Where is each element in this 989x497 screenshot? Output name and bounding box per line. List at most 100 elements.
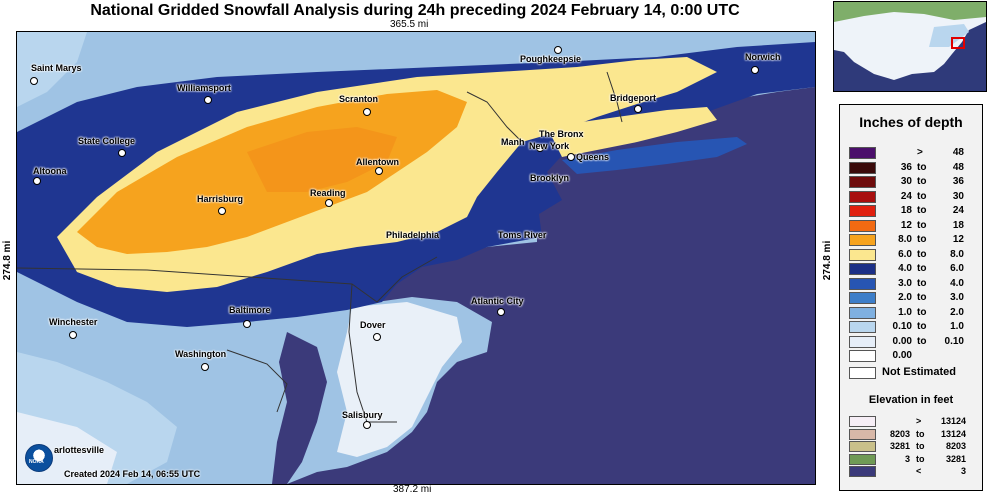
city-label-altoona: Altoona <box>33 166 67 176</box>
depth-to: 48 <box>952 161 964 173</box>
depth-to-word: to <box>917 306 927 318</box>
depth-legend-row: 1.0 to 2.0 <box>840 306 982 320</box>
city-dot-new-york <box>536 144 544 152</box>
depth-to-word: to <box>917 277 927 289</box>
depth-to: 8.0 <box>950 248 964 260</box>
city-label-norwich: Norwich <box>745 52 781 62</box>
left-height-label: 274.8 mi <box>2 240 14 281</box>
elevation-from: 3281 <box>889 441 910 451</box>
elevation-to: 3281 <box>945 453 966 464</box>
depth-to: 18 <box>952 219 964 231</box>
city-label-reading: Reading <box>310 188 346 198</box>
city-dot-baltimore <box>243 320 251 328</box>
depth-to-word: to <box>917 335 927 347</box>
depth-legend-row: 8.0 to 12 <box>840 233 982 247</box>
city-label-atlantic-city: Atlantic City <box>471 296 524 306</box>
city-label-toms-river: Toms River <box>498 230 547 240</box>
depth-to: 24 <box>952 205 964 216</box>
depth-from: 24 <box>900 190 912 202</box>
depth-legend-row: 6.0 to 8.0 <box>840 248 982 262</box>
depth-to: 3.0 <box>950 292 964 303</box>
depth-legend-row: >48 <box>840 146 982 160</box>
depth-from: 0.10 <box>892 321 912 332</box>
city-dot-scranton <box>363 108 371 116</box>
depth-to: 48 <box>952 147 964 158</box>
depth-legend-row: 30 to 36 <box>840 175 982 189</box>
depth-to-word: to <box>917 190 927 202</box>
elevation-swatch <box>849 441 876 452</box>
elevation-to-word: > <box>916 416 922 426</box>
depth-legend-row: 0.00 to 0.10 <box>840 335 982 349</box>
elevation-swatch <box>849 453 876 465</box>
city-label-scranton: Scranton <box>339 94 379 104</box>
city-dot-poughkeepsie <box>554 46 562 54</box>
elevation-to: 13124 <box>940 416 966 426</box>
city-label-williamsport: Williamsport <box>177 83 231 93</box>
city-dot-reading <box>325 199 333 207</box>
elevation-to-word: to <box>916 453 925 464</box>
depth-swatch <box>849 219 876 232</box>
depth-swatch <box>849 306 876 319</box>
city-label-winchester: Winchester <box>49 317 98 327</box>
depth-to-word: to <box>917 219 927 231</box>
city-label-brooklyn: Brooklyn <box>530 173 570 183</box>
elevation-to: 3 <box>960 466 966 476</box>
city-label-poughkeepsie: Poughkeepsie <box>520 54 582 64</box>
noaa-logo <box>25 444 53 472</box>
depth-to: 6.0 <box>950 263 964 274</box>
locator-inset-canvas <box>834 2 986 91</box>
elevation-from: 8203 <box>889 428 910 439</box>
depth-legend-row: 0.10 to 1.0 <box>840 320 982 334</box>
city-label-washington: Washington <box>175 349 227 359</box>
locator-inset-map <box>833 1 987 92</box>
depth-swatch <box>849 335 876 348</box>
elevation-to: 13124 <box>940 428 966 439</box>
snowfall-map[interactable]: Saint Marys Williamsport Scranton Poughk… <box>16 31 816 485</box>
elevation-swatch <box>849 416 876 427</box>
city-label-salisbury: Salisbury <box>342 410 383 420</box>
city-label-queens: Queens <box>576 152 610 162</box>
elevation-to-word: < <box>916 466 922 476</box>
elevation-legend-row: 3 to 3281 <box>840 453 982 465</box>
depth-swatch <box>849 147 876 159</box>
depth-to-word: to <box>917 321 927 332</box>
city-label-bridgeport: Bridgeport <box>610 93 656 103</box>
depth-from: 6.0 <box>898 248 912 260</box>
not-estimated-label: Not Estimated <box>882 366 956 378</box>
city-label-state-college: State College <box>78 136 136 146</box>
depth-legend-row: 12 to 18 <box>840 219 982 233</box>
depth-to-word: to <box>917 263 927 274</box>
top-width-label: 365.5 mi <box>390 19 429 30</box>
depth-to-word: to <box>917 234 927 245</box>
depth-from: 36 <box>900 161 912 173</box>
depth-to: 12 <box>952 234 964 245</box>
not-estimated-swatch <box>849 367 876 379</box>
elevation-legend-title: Elevation in feet <box>868 394 954 406</box>
city-dot-harrisburg <box>218 207 226 215</box>
depth-swatch <box>849 292 876 304</box>
city-dot-winchester <box>69 331 77 339</box>
depth-from: 1.0 <box>898 306 912 318</box>
elevation-to-word: to <box>916 428 925 439</box>
depth-from: 4.0 <box>898 263 912 274</box>
city-dot-bridgeport <box>634 105 642 113</box>
depth-swatch <box>849 161 876 174</box>
depth-to: 30 <box>952 190 964 202</box>
depth-from: 0.00 <box>892 350 912 361</box>
city-dot-state-college <box>118 149 126 157</box>
elevation-swatch <box>849 428 876 440</box>
city-dot-williamsport <box>204 96 212 104</box>
city-label-harrisburg: Harrisburg <box>197 194 244 204</box>
depth-legend-row: 2.0 to 3.0 <box>840 291 982 305</box>
depth-swatch <box>849 190 876 203</box>
depth-legend-row: 0.00 <box>840 349 982 363</box>
city-label-baltimore: Baltimore <box>229 305 271 315</box>
elevation-from: 3 <box>904 453 910 464</box>
legend-title: Inches of depth <box>859 114 963 130</box>
right-height-label: 274.8 mi <box>822 240 834 281</box>
depth-legend-row: 36 to 48 <box>840 161 982 175</box>
depth-legend-row: 24 to 30 <box>840 190 982 204</box>
city-label-manhattan: Manh <box>501 137 525 147</box>
elevation-to-word: to <box>916 441 925 451</box>
depth-swatch <box>849 248 876 261</box>
